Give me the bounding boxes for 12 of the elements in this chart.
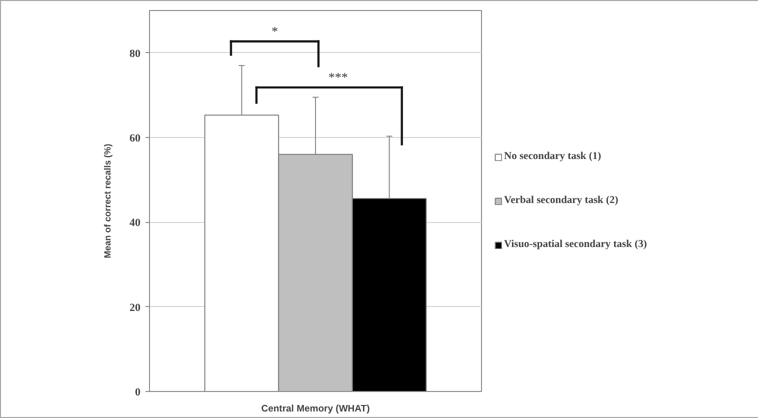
legend-label: Verbal secondary task (2) — [504, 194, 620, 208]
x-tick-label: Central Memory (WHAT) — [261, 404, 370, 414]
annotation: * — [271, 23, 278, 38]
legend-label: Visuo-spatial secondary task (3) — [504, 238, 648, 252]
y-tick-label: 20 — [130, 302, 141, 314]
legend-label: No secondary task (1) — [504, 150, 602, 164]
y-tick-label: 40 — [130, 217, 141, 230]
y-tick-label: 60 — [130, 132, 141, 144]
y-tick-label: 0 — [135, 386, 141, 398]
y-axis-title: Mean of correct recalls (%) — [102, 144, 112, 258]
y-tick-label: 80 — [130, 48, 141, 60]
annotation: *** — [328, 69, 348, 84]
